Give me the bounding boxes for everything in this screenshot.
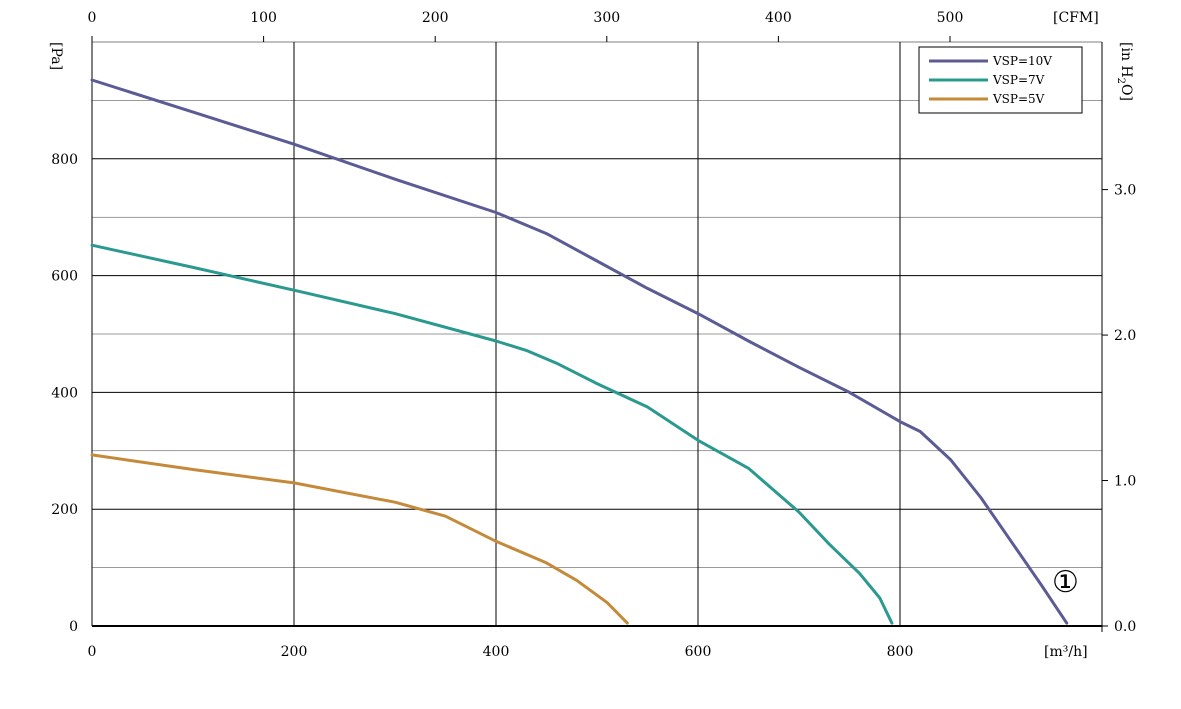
right-tick-label: 3.0: [1114, 183, 1136, 199]
y-unit-label: [Pa]: [48, 42, 64, 70]
y-tick-label: 600: [51, 269, 78, 285]
right-unit-label: [in H2O]: [1115, 42, 1134, 101]
curve-marker: ①: [1052, 565, 1079, 600]
right-unit-tail: O]: [1118, 84, 1134, 101]
top-tick-label: 300: [593, 10, 620, 26]
legend-label: VSP=10V: [992, 54, 1052, 68]
x-tick-label: 400: [483, 644, 510, 660]
left-axis-ticks: 0 200 400 600 800: [51, 152, 78, 635]
x-tick-label: 600: [685, 644, 712, 660]
x-tick-label: 0: [88, 644, 97, 660]
legend-label: VSP=5V: [992, 92, 1045, 106]
right-tick-label: 0.0: [1114, 619, 1136, 635]
y-tick-label: 0: [69, 619, 78, 635]
plot-frame: [91, 41, 1103, 632]
top-tick-label: 200: [422, 10, 449, 26]
top-tick-label: 500: [937, 10, 964, 26]
y-tick-label: 800: [51, 152, 78, 168]
legend-label: VSP=7V: [992, 73, 1045, 87]
right-axis-ticks: 0.0 1.0 2.0 3.0: [1102, 183, 1136, 635]
top-unit-label: [CFM]: [1053, 10, 1099, 26]
series-line-vsp-5v: [90, 453, 629, 625]
right-tick-label: 2.0: [1114, 328, 1136, 344]
bottom-axis-ticks: 0 200 400 600 800: [88, 644, 914, 660]
series-line-vsp-7v: [90, 243, 894, 625]
y-tick-label: 400: [51, 385, 78, 401]
series-layer: [90, 78, 1069, 625]
top-axis-ticks: 0 100 200 300 400 500: [88, 10, 964, 42]
series-line-vsp-10v: [90, 78, 1069, 625]
grid-lines: [92, 42, 1102, 626]
top-tick-label: 400: [765, 10, 792, 26]
legend: VSP=10V VSP=7V VSP=5V: [918, 46, 1083, 114]
legend-box: [918, 46, 1083, 114]
right-tick-label: 1.0: [1114, 474, 1136, 490]
top-tick-label: 100: [250, 10, 277, 26]
x-unit-label: [m³/h]: [1044, 644, 1088, 660]
x-tick-label: 200: [281, 644, 308, 660]
y-tick-label: 200: [51, 502, 78, 518]
top-tick-label: 0: [88, 10, 97, 26]
x-tick-label: 800: [887, 644, 914, 660]
right-unit-subscript: 2: [1115, 78, 1126, 84]
right-unit-base: [in H: [1118, 42, 1134, 78]
